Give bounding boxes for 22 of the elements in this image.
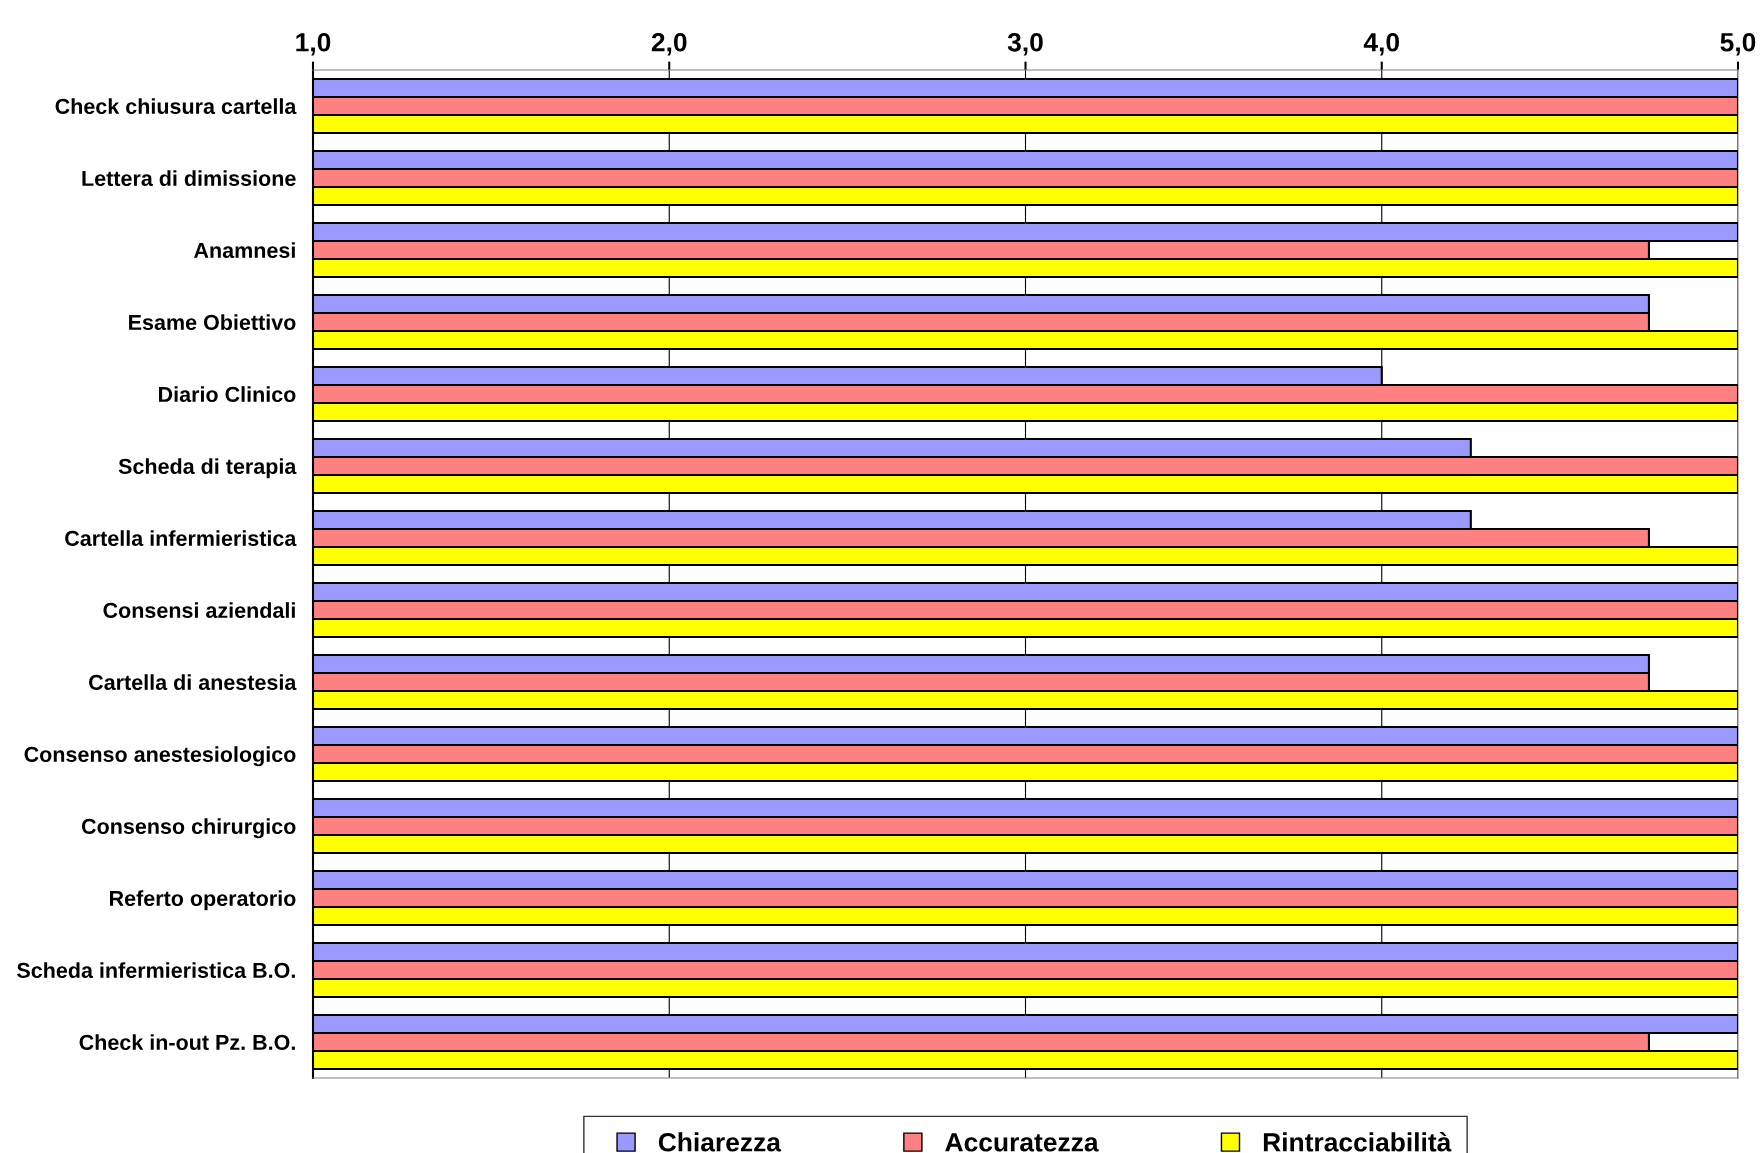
y-tick-label: Cartella infermieristica: [65, 530, 297, 547]
x-tick-label: 1,0: [296, 32, 331, 56]
legend-label: Rintracciabilità: [1263, 1132, 1452, 1152]
legend-label: Accuratezza: [945, 1133, 1099, 1152]
y-tick-label: Cartella di anestesia: [89, 674, 297, 691]
y-tick-label: Scheda di terapia: [118, 458, 297, 479]
x-tick-label: 3,0: [1007, 32, 1043, 56]
y-tick-label: Referto operatorio: [109, 890, 296, 911]
y-tick-label: Consensi aziendali: [103, 602, 295, 619]
y-tick-label: Consenso anestesiologico: [24, 746, 296, 767]
y-tick-label: Lettera di dimissione: [82, 170, 296, 187]
y-tick-label: Check in-out Pz. B.O.: [79, 1034, 295, 1051]
legend-label: Chiarezza: [658, 1132, 782, 1152]
y-tick-label: Diario Clinico: [159, 386, 296, 403]
y-tick-label: Esame Obiettivo: [129, 314, 296, 331]
y-tick-label: Check chiusura cartella: [55, 98, 297, 115]
x-tick-label: 4,0: [1363, 32, 1400, 56]
y-tick-label: Consenso chirurgico: [81, 818, 296, 839]
x-tick-label: 2,0: [651, 32, 687, 56]
y-tick-label: Scheda infermieristica B.O.: [17, 962, 295, 979]
y-tick-label: Anamnesi: [193, 242, 295, 259]
x-tick-label: 5,0: [1720, 32, 1756, 56]
